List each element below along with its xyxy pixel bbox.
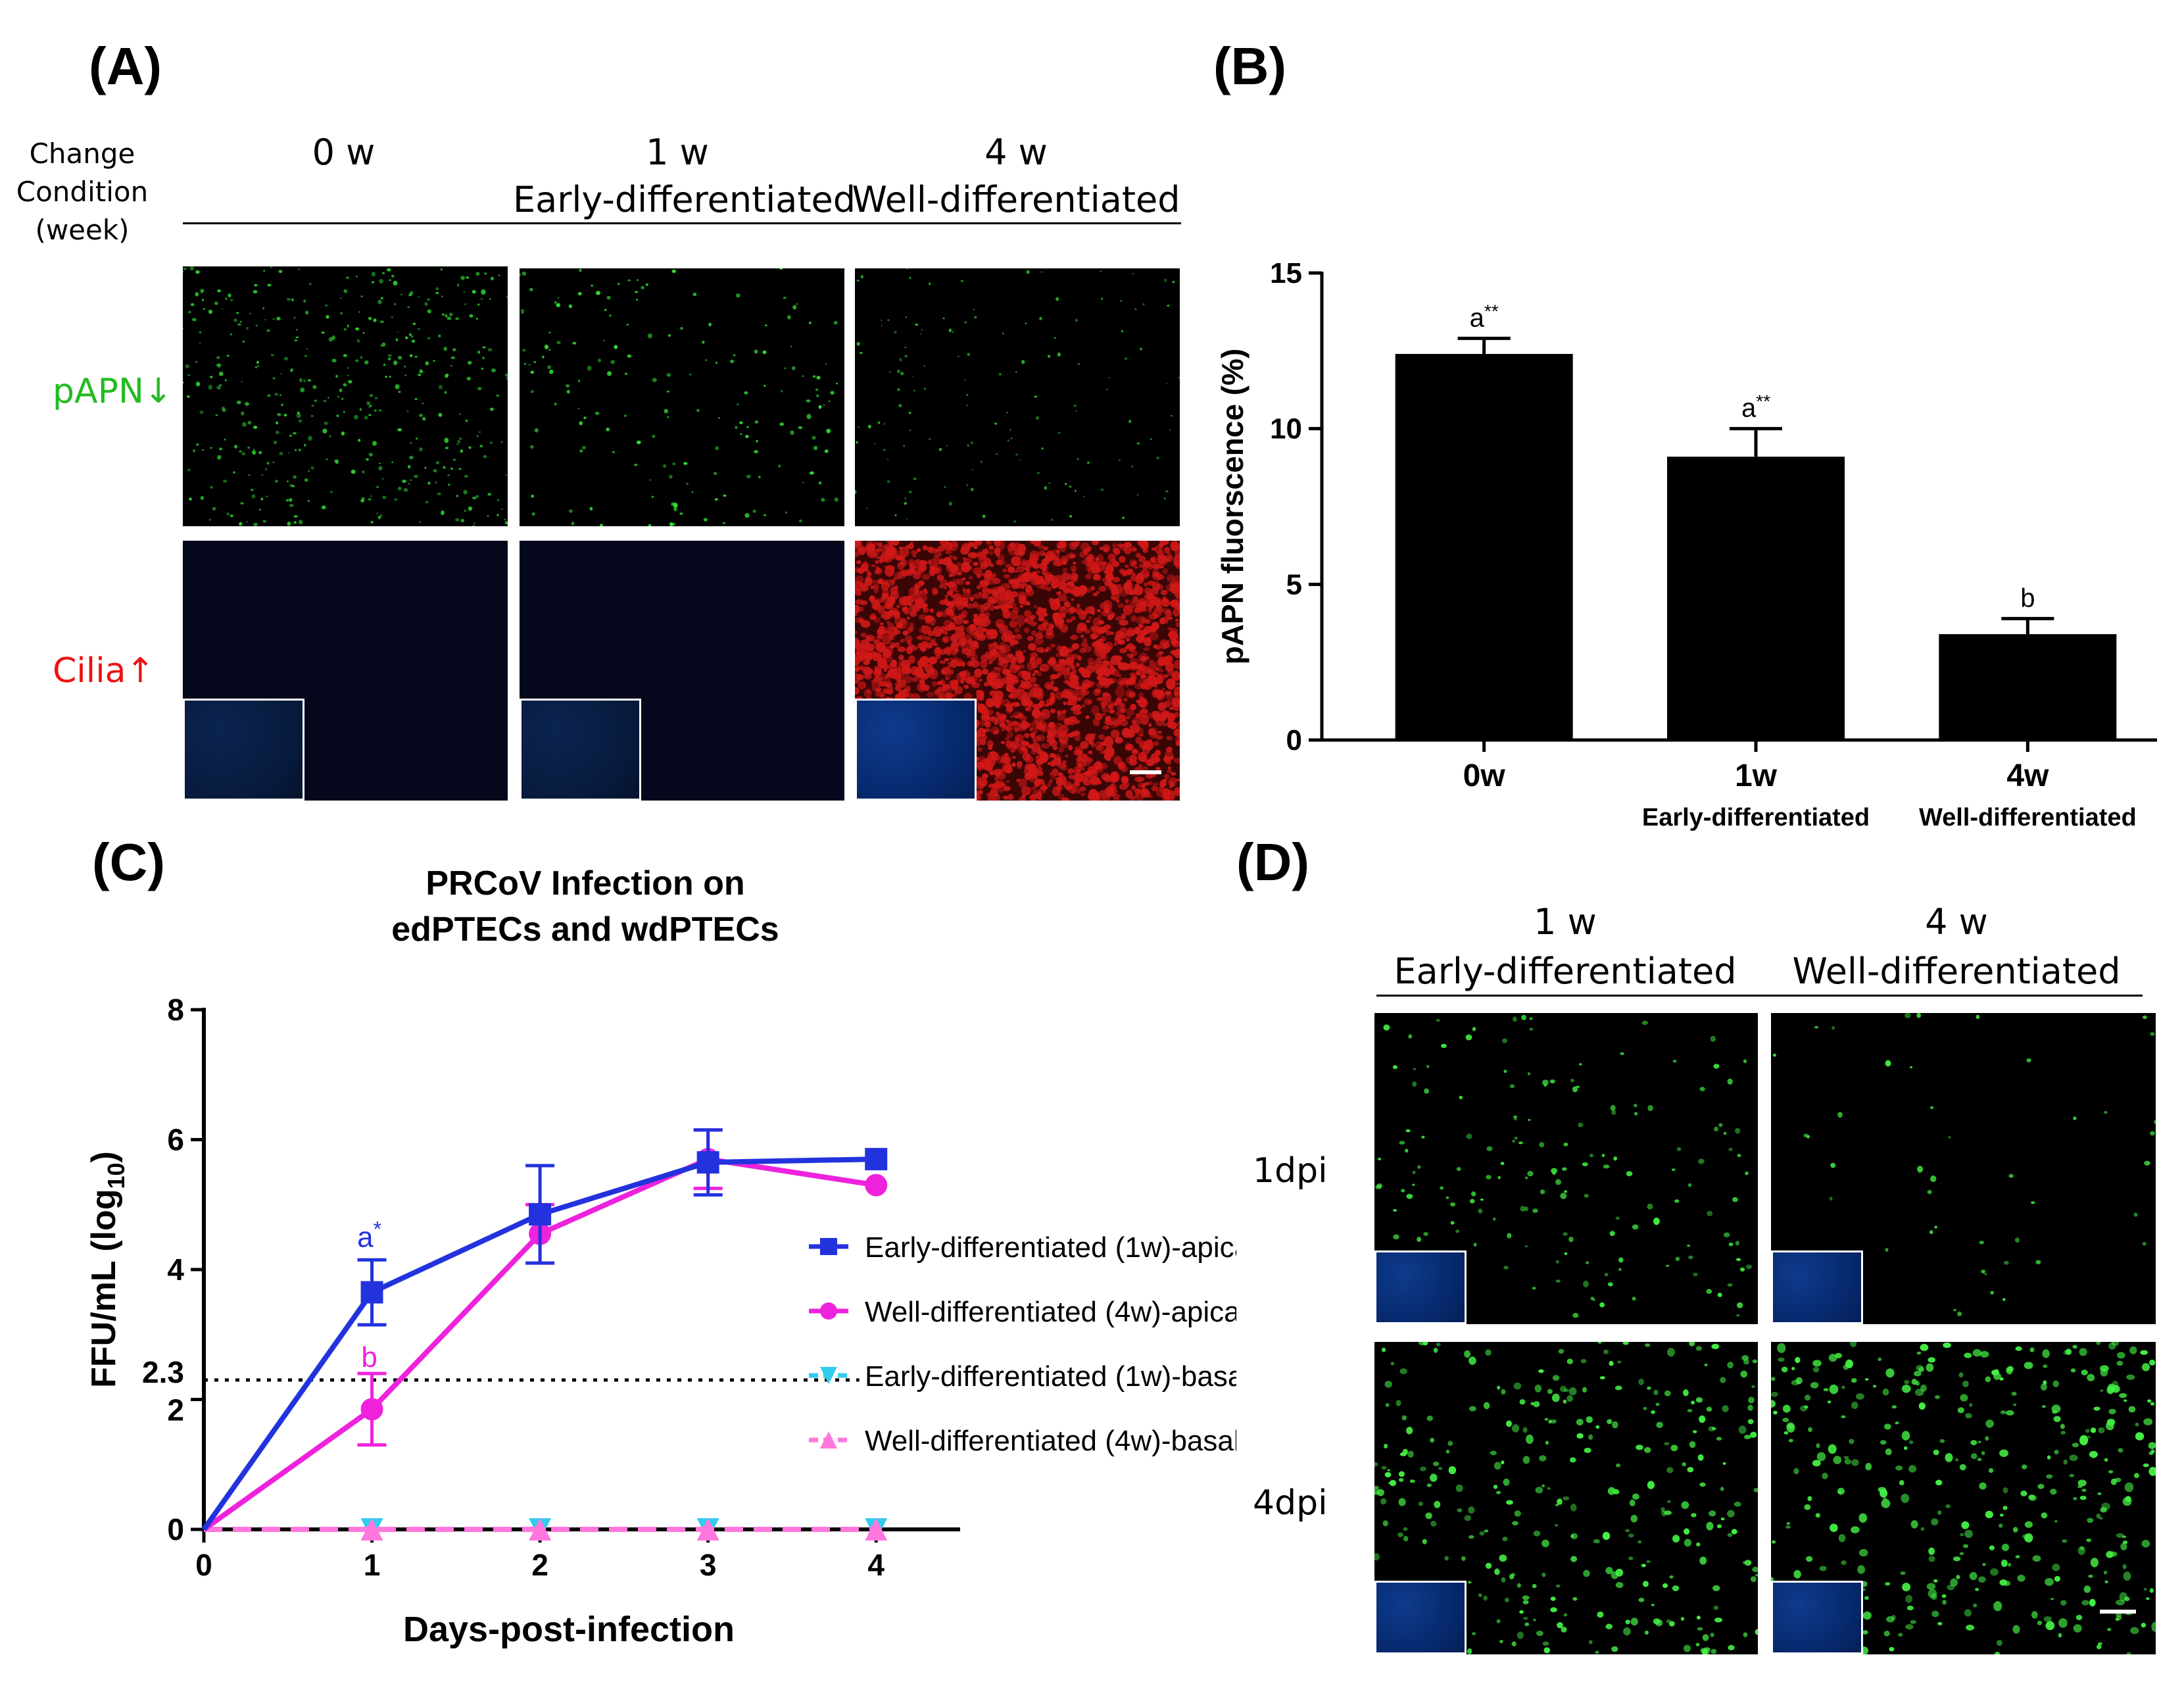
x-axis-label: Days-post-infection: [403, 1610, 735, 1649]
data-point: [529, 1203, 552, 1226]
x-tick-label: 2: [531, 1548, 548, 1582]
category-label: 0w: [1463, 758, 1506, 793]
y-tick-label: 4: [167, 1252, 184, 1287]
micrograph-4w-1dpi: [1771, 1013, 2156, 1324]
y-tick-label: 0: [1286, 724, 1302, 756]
detection-limit-label: 2.3: [142, 1355, 184, 1389]
legend-swatch-marker: [820, 1238, 837, 1255]
bar: [1395, 354, 1573, 740]
y-tick-label: 10: [1270, 413, 1302, 445]
x-tick-label: 0: [195, 1548, 212, 1582]
col-a1-state: Early-differentiated: [513, 179, 856, 220]
nuclei-inset: [183, 699, 304, 801]
scale-bar: [2100, 1610, 2136, 1614]
x-tick-label: 3: [700, 1548, 717, 1582]
micrograph-4w-4dpi: [1771, 1342, 2156, 1654]
data-point: [360, 1518, 383, 1541]
panel-b-label: (B): [1213, 37, 1287, 95]
row-label-cilia: Cilia↑: [53, 651, 155, 691]
y-tick-label: 8: [167, 993, 184, 1027]
data-point: [865, 1148, 888, 1171]
line-chart-prcov: PRCoV Infection on edPTECs and wdPTECs 0 4 6…: [85, 864, 1236, 1649]
bar: [1939, 634, 2117, 740]
nuclei-inset: [1771, 1581, 1863, 1654]
row-header-line-1: Change: [29, 137, 135, 170]
bar-chart-papn: 0 5 10 15 pAPN fluorscence (%) 0w a** 1w Early-d…: [1215, 257, 2157, 831]
col-d0-time: 1 w: [1534, 901, 1597, 943]
micrograph-cilia-0w: [183, 541, 508, 801]
y-tick-label: 0: [167, 1512, 184, 1546]
col-a1-time: 1 w: [646, 132, 709, 173]
micrograph-papn-0w: [183, 266, 508, 526]
data-point: [696, 1151, 719, 1174]
significance-label: a**: [1470, 301, 1499, 332]
chart-title-line-2: edPTECs and wdPTECs: [391, 910, 779, 949]
data-point: [360, 1398, 383, 1421]
header-rule-d: [1376, 995, 2143, 997]
header-rule: [183, 222, 1181, 224]
nuclei-inset: [1374, 1581, 1467, 1654]
data-point: [360, 1281, 383, 1304]
legend-entry: Well-differentiated (4w)-apical: [865, 1296, 1236, 1328]
category-sublabel: Well-differentiated: [1919, 804, 2137, 831]
category-sublabel: Early-differentiated: [1642, 804, 1870, 831]
row-header-line-2: Condition: [16, 176, 149, 208]
micrograph-cilia-1w: [520, 541, 844, 801]
chart-title-line-1: PRCoV Infection on: [425, 864, 744, 903]
x-tick-label: 1: [364, 1548, 381, 1582]
row-label-4dpi: 4dpi: [1253, 1483, 1328, 1523]
row-header: Change Condition (week): [7, 135, 158, 249]
data-point: [865, 1174, 888, 1197]
legend-entry: Early-differentiated (1w)-apical: [865, 1231, 1236, 1264]
significance-label: a*: [357, 1217, 381, 1253]
col-d0-state: Early-differentiated: [1394, 951, 1737, 992]
legend-entry: Early-differentiated (1w)-basal: [865, 1360, 1236, 1393]
micrograph-papn-4w: [855, 268, 1180, 526]
significance-label: b: [2020, 583, 2035, 612]
category-label: 4w: [2006, 758, 2049, 793]
bar: [1667, 457, 1845, 740]
y-tick-label: 5: [1286, 568, 1302, 601]
col-a2-time: 4 w: [984, 132, 1048, 173]
legend-entry: Well-differentiated (4w)-basal: [865, 1425, 1236, 1457]
category-label: 1w: [1735, 758, 1778, 793]
panel-c-label: (C): [92, 833, 166, 891]
y-axis-label: FFU/mL (log10): [85, 1151, 130, 1388]
micrograph-cilia-4w: [855, 541, 1180, 801]
significance-label: a**: [1741, 391, 1770, 423]
panel-a-label: (A): [89, 37, 162, 95]
y-tick-label: 15: [1270, 257, 1302, 289]
row-label-1dpi: 1dpi: [1253, 1151, 1328, 1191]
legend-swatch-marker: [820, 1431, 837, 1448]
significance-label: b: [361, 1341, 377, 1373]
col-d1-state: Well-differentiated: [1792, 951, 2121, 992]
scale-bar: [1130, 770, 1161, 774]
col-a2-state: Well-differentiated: [852, 179, 1180, 220]
micrograph-1w-4dpi: [1374, 1342, 1758, 1654]
nuclei-inset: [520, 699, 641, 801]
micrograph-1w-1dpi: [1374, 1013, 1758, 1324]
y-axis-label: pAPN fluorscence (%): [1215, 349, 1250, 665]
panel-d-label: (D): [1236, 833, 1310, 891]
col-d1-time: 4 w: [1925, 901, 1988, 943]
legend-swatch-marker: [820, 1367, 837, 1384]
data-point: [529, 1518, 552, 1541]
y-tick-label: 2: [167, 1393, 184, 1427]
data-point: [865, 1518, 888, 1541]
micrograph-papn-1w: [520, 268, 844, 526]
data-point: [696, 1518, 719, 1541]
nuclei-inset: [855, 699, 977, 801]
row-label-papn: pAPN↓: [53, 372, 173, 411]
row-header-line-3: (week): [35, 214, 130, 246]
x-tick-label: 4: [867, 1548, 885, 1582]
col-a0-time: 0 w: [312, 132, 376, 173]
nuclei-inset: [1771, 1250, 1863, 1324]
legend-swatch-marker: [820, 1302, 837, 1320]
y-tick-label: 6: [167, 1123, 184, 1157]
nuclei-inset: [1374, 1250, 1467, 1324]
